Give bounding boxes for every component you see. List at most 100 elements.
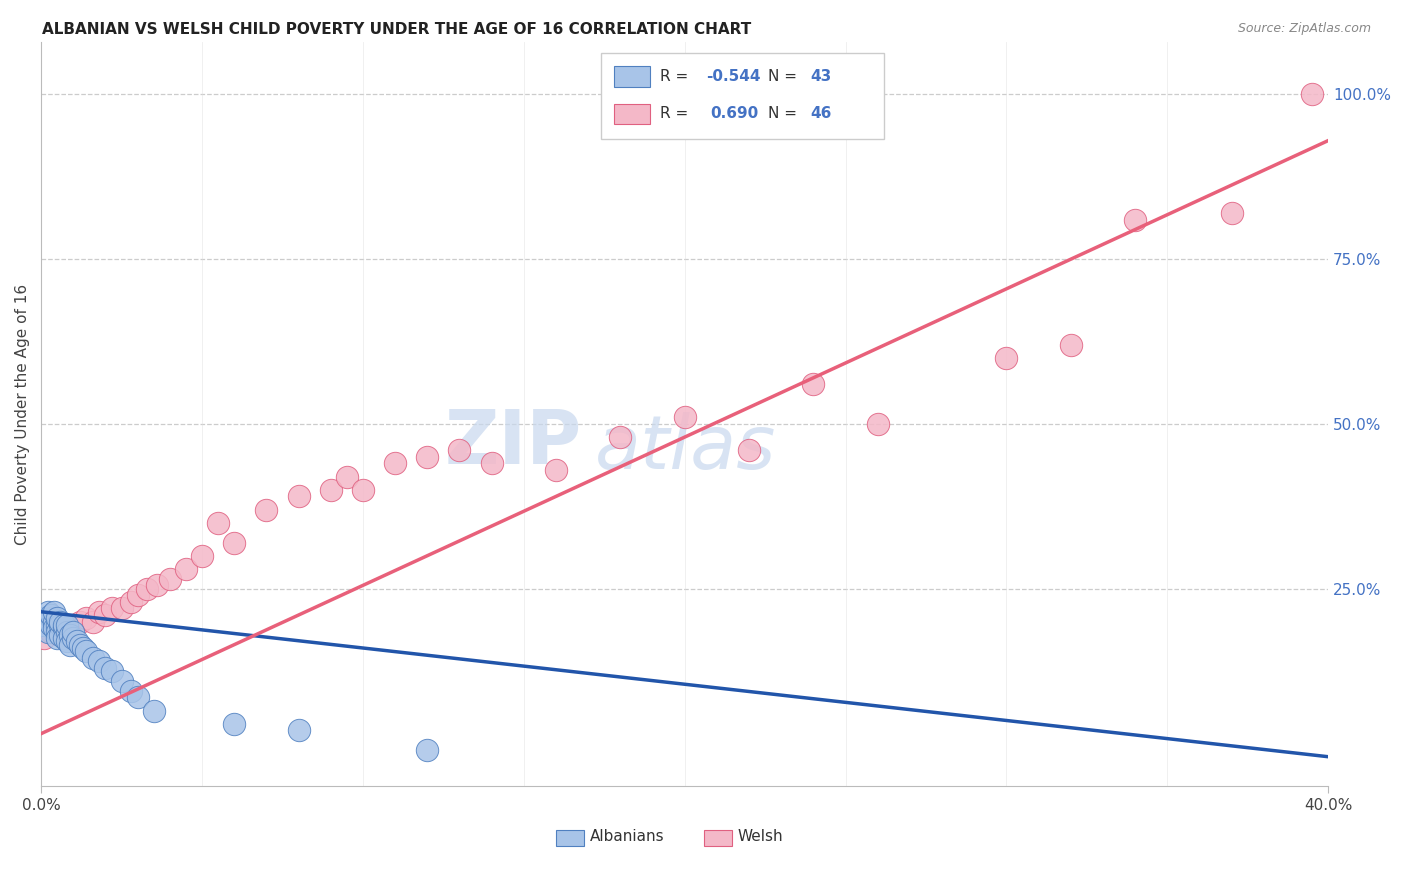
Point [336, 469, 359, 483]
Point [94, 608, 117, 623]
Point [544, 463, 567, 477]
Point [46, 624, 69, 639]
Point [52, 618, 75, 632]
Point [481, 457, 503, 471]
Point [39, 611, 62, 625]
Point [801, 377, 824, 392]
Point [449, 443, 471, 458]
Point [738, 443, 761, 458]
Point [127, 588, 149, 602]
Point [39, 624, 62, 639]
Point [287, 490, 309, 504]
Text: -0.544: -0.544 [706, 70, 761, 84]
Text: ALBANIAN VS WELSH CHILD POVERTY UNDER THE AGE OF 16 CORRELATION CHART: ALBANIAN VS WELSH CHILD POVERTY UNDER TH… [42, 22, 751, 37]
Point [146, 578, 169, 592]
Point [110, 601, 132, 615]
Point [42, 618, 65, 632]
Point [69, 615, 91, 629]
Point [46, 611, 69, 625]
Point [37, 624, 59, 639]
Text: 43: 43 [811, 70, 832, 84]
Point [59, 621, 82, 635]
Point [142, 704, 165, 718]
Point [224, 535, 246, 549]
Point [120, 683, 142, 698]
Point [37, 615, 59, 629]
Point [56, 624, 79, 639]
Point [52, 631, 75, 645]
Point [37, 605, 59, 619]
Point [72, 640, 94, 655]
Point [101, 601, 124, 615]
Point [75, 611, 97, 625]
Point [416, 743, 439, 757]
Point [59, 638, 82, 652]
Point [56, 618, 79, 632]
Point [42, 621, 65, 635]
Point [224, 716, 246, 731]
FancyBboxPatch shape [555, 830, 585, 846]
Point [46, 631, 69, 645]
Y-axis label: Child Poverty Under the Age of 16: Child Poverty Under the Age of 16 [15, 284, 30, 545]
Point [34, 611, 56, 625]
Point [254, 502, 277, 516]
Text: R =: R = [661, 106, 699, 121]
Point [866, 417, 889, 431]
Point [82, 615, 104, 629]
Point [42, 615, 65, 629]
Point [352, 483, 374, 497]
FancyBboxPatch shape [704, 830, 733, 846]
Text: atlas: atlas [595, 411, 776, 483]
Point [46, 618, 69, 632]
Point [87, 605, 110, 619]
Point [75, 644, 97, 658]
Point [207, 516, 229, 530]
Text: Albanians: Albanians [589, 829, 664, 844]
Point [59, 628, 82, 642]
Text: ZIP: ZIP [444, 408, 582, 481]
Text: Source: ZipAtlas.com: Source: ZipAtlas.com [1237, 22, 1371, 36]
Point [46, 624, 69, 639]
Point [34, 618, 56, 632]
Point [110, 673, 132, 688]
Point [62, 618, 84, 632]
Point [39, 618, 62, 632]
Point [101, 664, 124, 678]
Text: Welsh: Welsh [737, 829, 783, 844]
Point [56, 634, 79, 648]
Point [49, 628, 72, 642]
Point [136, 582, 159, 596]
Point [34, 631, 56, 645]
Point [82, 651, 104, 665]
Point [62, 624, 84, 639]
Text: 46: 46 [811, 106, 832, 121]
Text: 0.690: 0.690 [710, 106, 759, 121]
Point [995, 351, 1018, 365]
FancyBboxPatch shape [614, 66, 650, 87]
Text: R =: R = [661, 70, 693, 84]
Point [287, 723, 309, 738]
Point [69, 638, 91, 652]
Point [49, 628, 72, 642]
Point [1220, 206, 1243, 220]
Point [39, 608, 62, 623]
Point [62, 631, 84, 645]
FancyBboxPatch shape [600, 53, 884, 138]
Point [159, 572, 181, 586]
Point [42, 605, 65, 619]
Point [87, 654, 110, 668]
Point [65, 634, 87, 648]
Point [120, 595, 142, 609]
Text: N =: N = [768, 106, 803, 121]
Point [416, 450, 439, 464]
Point [319, 483, 342, 497]
Point [49, 618, 72, 632]
Point [49, 615, 72, 629]
Point [1301, 87, 1323, 102]
Point [56, 624, 79, 639]
Point [52, 618, 75, 632]
Point [1060, 338, 1083, 352]
Text: N =: N = [768, 70, 803, 84]
Point [127, 690, 149, 705]
Point [94, 661, 117, 675]
